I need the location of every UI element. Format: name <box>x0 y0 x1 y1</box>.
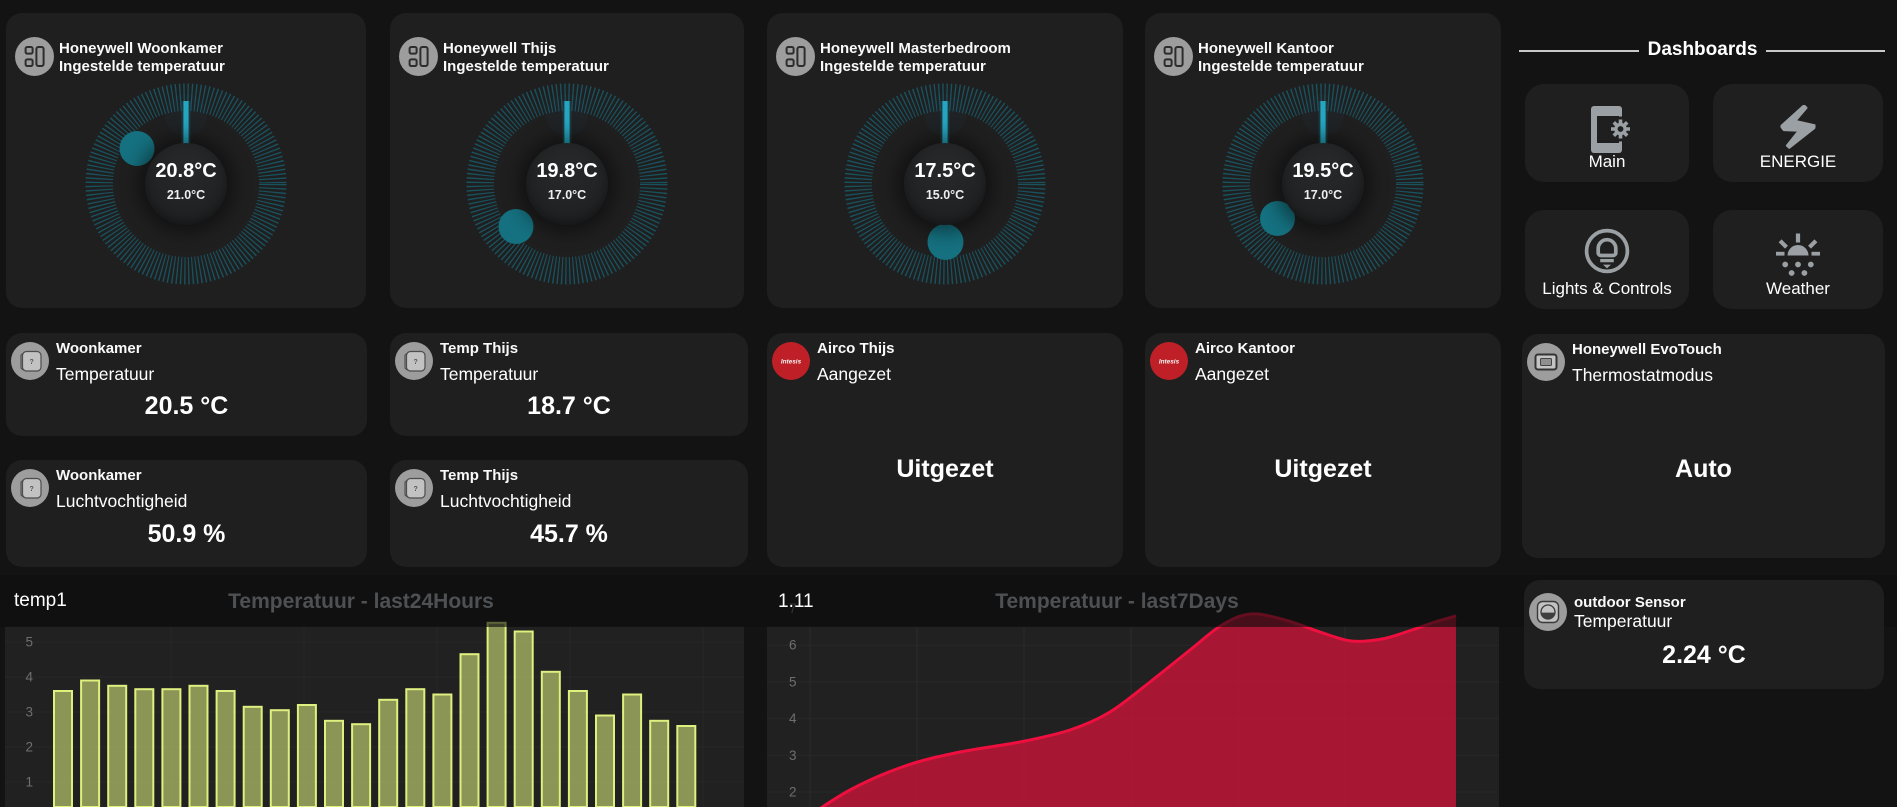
svg-text:2: 2 <box>25 740 33 755</box>
svg-text:3: 3 <box>25 705 33 720</box>
svg-text:1.11: 1.11 <box>778 591 814 612</box>
svg-text:4: 4 <box>25 670 33 685</box>
svg-text:?: ? <box>30 486 34 493</box>
svg-text:5: 5 <box>25 635 33 650</box>
svg-text:4: 4 <box>789 711 797 726</box>
svg-text:Intesis: Intesis <box>781 359 802 366</box>
svg-text:Temperatuur - last7Days: Temperatuur - last7Days <box>995 590 1239 613</box>
svg-text:6: 6 <box>789 638 797 653</box>
svg-text:5: 5 <box>789 674 797 689</box>
svg-text:?: ? <box>414 359 418 366</box>
svg-text:?: ? <box>30 359 34 366</box>
svg-text:Temperatuur - last24Hours: Temperatuur - last24Hours <box>228 590 494 613</box>
svg-text:1: 1 <box>25 775 33 790</box>
svg-text:3: 3 <box>789 748 797 763</box>
svg-text:?: ? <box>414 486 418 493</box>
svg-text:2: 2 <box>789 785 797 800</box>
svg-text:temp1: temp1 <box>14 590 67 611</box>
svg-text:Intesis: Intesis <box>1159 359 1180 366</box>
